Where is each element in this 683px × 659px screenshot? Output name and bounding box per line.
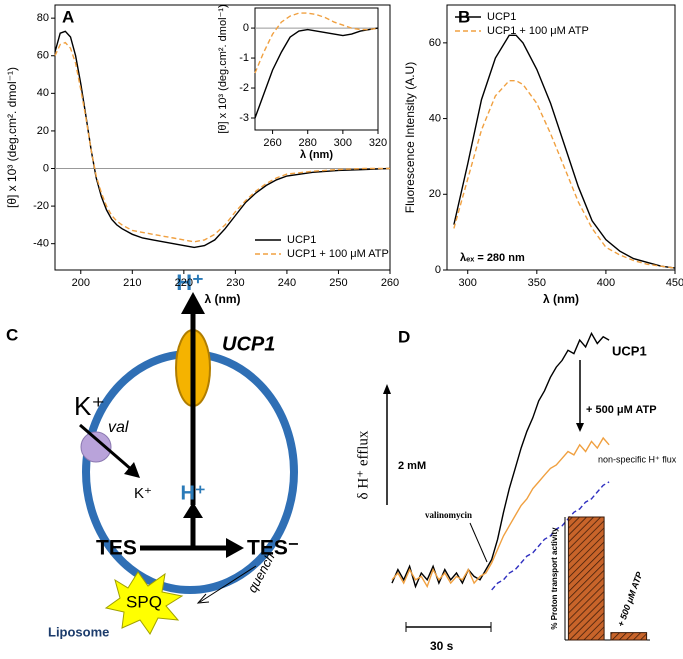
label: UCP1	[222, 333, 275, 355]
y-tick-label: 0	[43, 162, 49, 174]
x-axis-label: λ (nm)	[205, 292, 241, 306]
x-tick-label: 230	[226, 277, 244, 289]
y-tick-label: 60	[429, 37, 441, 49]
panel-c-diagram: C H⁺ UCP1 K⁺ val K⁺ H⁺ TES TES⁻ SPQ quen…	[6, 270, 299, 640]
label: TES⁻	[247, 537, 299, 560]
x-tick-label: 300	[459, 277, 477, 289]
label: H⁺	[181, 482, 206, 504]
legend-label: UCP1	[287, 234, 316, 246]
x-tick-label: 240	[278, 277, 296, 289]
annotation: 2 mM	[398, 460, 426, 472]
y-tick-label: 0	[243, 22, 249, 34]
legend-label: UCP1 + 100 μM ATP	[287, 248, 389, 260]
series-line	[254, 27, 379, 119]
x-tick-label: 210	[123, 277, 141, 289]
annotation: λₑₓ = 280 nm	[460, 252, 525, 264]
arrowhead	[196, 593, 210, 604]
y-tick-label: -3	[239, 112, 249, 124]
y-tick-label: 80	[37, 12, 49, 24]
y-tick-label: 20	[37, 125, 49, 137]
spq-star	[104, 571, 184, 635]
arrowhead	[383, 384, 391, 394]
y-axis-label: [θ] x 10³ (deg.cm². dmol⁻¹)	[5, 67, 19, 208]
y-tick-label: 20	[429, 188, 441, 200]
arrow	[79, 423, 133, 472]
label: K⁺	[134, 485, 152, 502]
x-tick-label: + 500 μM ATP	[615, 570, 644, 629]
y-tick-label: 40	[429, 112, 441, 124]
y-tick-label: 0	[435, 264, 441, 276]
y-tick-label: -40	[33, 238, 49, 250]
bar	[567, 516, 605, 641]
y-tick-label: 40	[37, 87, 49, 99]
panel-label: A	[62, 7, 74, 26]
arrowhead	[226, 538, 244, 558]
x-tick-label: 280	[299, 137, 317, 149]
series-line	[453, 80, 676, 269]
x-tick-label: 260	[263, 137, 281, 149]
label: TES	[96, 537, 137, 560]
y-tick-label: -2	[239, 82, 249, 94]
annotation: valinomycin	[425, 510, 472, 520]
valinomycin	[80, 431, 112, 463]
panel-label: B	[458, 7, 470, 26]
series-label: non-specific H⁺ flux	[598, 454, 677, 464]
x-tick-label: 300	[334, 137, 352, 149]
x-tick-label: 220	[175, 277, 193, 289]
plot-frame	[446, 4, 676, 271]
y-axis-label: [θ] x 10³ (deg.cm². dmol⁻¹)	[217, 4, 229, 133]
annotation: 30 s	[430, 639, 454, 653]
series-line	[54, 41, 390, 243]
label: SPQ	[126, 592, 162, 611]
x-tick-label: 260	[381, 277, 399, 289]
y-tick-label: 60	[37, 50, 49, 62]
label: H⁺	[176, 270, 204, 295]
label: Liposome	[48, 624, 109, 639]
y-tick-label: -1	[239, 52, 249, 64]
bar	[610, 632, 648, 641]
label: val	[108, 419, 129, 436]
series-line	[391, 331, 610, 589]
series-label: UCP1	[612, 343, 647, 358]
x-tick-label: 200	[72, 277, 90, 289]
legend-label: UCP1 + 100 μM ATP	[487, 25, 589, 37]
series-label: + 500 μM ATP	[586, 404, 657, 416]
x-tick-label: 320	[369, 137, 387, 149]
x-tick-label: 450	[666, 277, 683, 289]
x-tick-label: 350	[528, 277, 546, 289]
valinomycin-arrow	[469, 522, 488, 563]
series-line	[54, 30, 391, 249]
label: K⁺	[74, 391, 105, 421]
arrowhead	[181, 292, 205, 314]
arrowhead	[576, 423, 584, 432]
series-line	[254, 12, 379, 74]
series-line	[453, 34, 676, 269]
x-tick-label: 400	[597, 277, 615, 289]
x-axis-label: λ (nm)	[543, 292, 579, 306]
x-tick-label: 250	[329, 277, 347, 289]
series-line	[491, 481, 610, 591]
series-line	[391, 436, 610, 589]
legend-label: UCP1	[487, 11, 516, 23]
y-tick-label: -20	[33, 200, 49, 212]
panel-label: C	[6, 325, 18, 344]
panel-label: D	[398, 327, 410, 346]
x-axis-label: λ (nm)	[300, 149, 333, 161]
arrow	[199, 565, 257, 603]
arrowhead	[183, 502, 203, 518]
y-axis-label: Fluorescence Intensity (A.U)	[403, 62, 417, 213]
y-axis-label: % Proton transport activity	[550, 527, 559, 630]
y-axis-label: δ H⁺ efflux	[355, 430, 371, 499]
arrowhead	[124, 462, 140, 478]
